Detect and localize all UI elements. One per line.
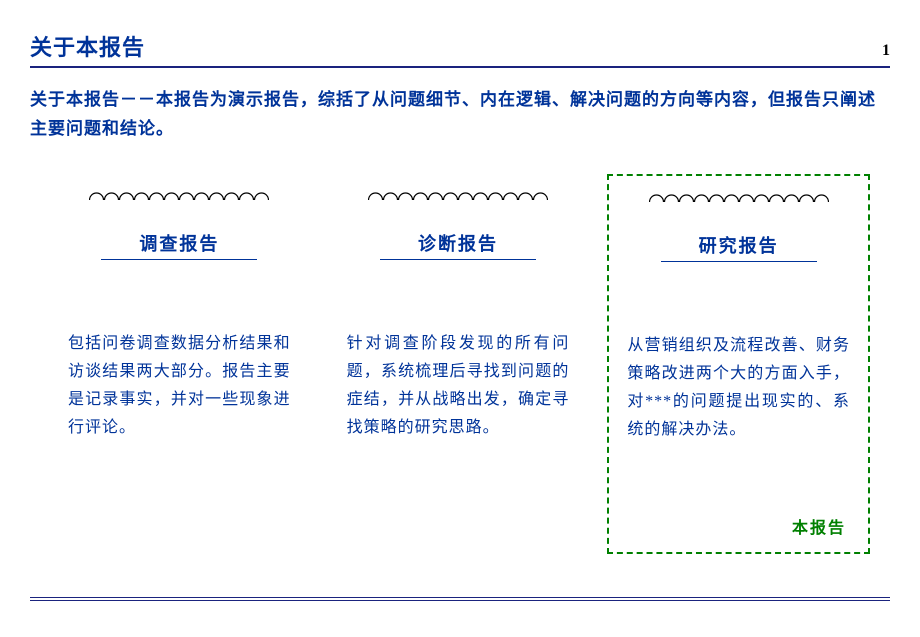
card-body: 从营销组织及流程改善、财务策略改进两个大的方面入手，对***的问题提出现实的、系… [627,332,850,444]
spiral-binding-icon [89,184,269,202]
report-card-1: 诊断报告针对调查阶段发现的所有问题，系统梳理后寻找到问题的症结，并从战略出发，确… [329,174,588,554]
report-card-0: 调查报告包括问卷调查数据分析结果和访谈结果两大部分。报告主要是记录事实，并对一些… [50,174,309,554]
card-title: 调查报告 [101,230,257,260]
card-body: 包括问卷调查数据分析结果和访谈结果两大部分。报告主要是记录事实，并对一些现象进行… [68,330,291,442]
card-body: 针对调查阶段发现的所有问题，系统梳理后寻找到问题的症结，并从战略出发，确定寻找策… [347,330,570,442]
card-title: 诊断报告 [380,230,536,260]
spiral-binding-icon [368,184,548,202]
card-title-wrap: 诊断报告 [347,230,570,260]
card-title-wrap: 研究报告 [627,232,850,262]
spiral-binding-icon [649,186,829,204]
intro-text: 关于本报告－－本报告为演示报告，综括了从问题细节、内在逻辑、解决问题的方向等内容… [30,86,890,144]
cards-row: 调查报告包括问卷调查数据分析结果和访谈结果两大部分。报告主要是记录事实，并对一些… [30,174,890,554]
card-title: 研究报告 [661,232,817,262]
report-card-2: 研究报告从营销组织及流程改善、财务策略改进两个大的方面入手，对***的问题提出现… [607,174,870,554]
card-title-wrap: 调查报告 [68,230,291,260]
page-title: 关于本报告 [30,30,145,62]
bottom-rule [30,597,890,601]
card-footer-label: 本报告 [792,514,846,538]
page-number: 1 [882,42,890,60]
header-row: 关于本报告 1 [30,30,890,68]
